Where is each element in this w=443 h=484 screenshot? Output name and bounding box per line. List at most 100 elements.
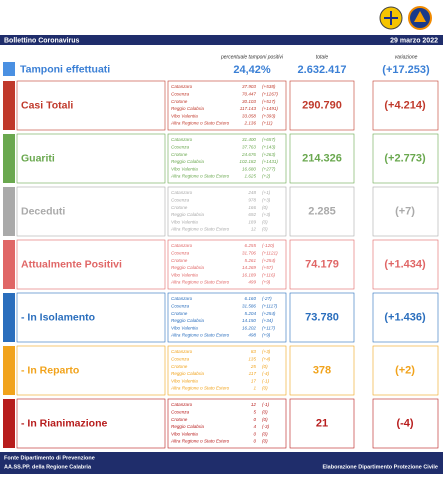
province-name: Vibo Valentia — [171, 378, 198, 383]
province-value: 1 — [253, 386, 256, 391]
province-value: 31.706 — [242, 251, 256, 256]
section-frame — [372, 133, 439, 184]
province-value: 978 — [248, 198, 256, 203]
province-value: 16.189 — [242, 272, 256, 277]
province-value: 0 — [253, 431, 256, 436]
province-name: Reggio Calabria — [171, 371, 204, 376]
section-frame — [167, 398, 287, 449]
tests-change: (+17.253) — [382, 64, 430, 76]
province-name: Altra Regione o Stato Estero — [170, 121, 230, 126]
province-value: 499 — [248, 280, 256, 285]
province-name: Vibo Valentia — [171, 219, 198, 224]
province-value: 16.680 — [242, 166, 256, 171]
logos — [379, 6, 432, 30]
section-frame — [167, 345, 287, 396]
section-total: 2.285 — [308, 205, 336, 217]
province-change: (0) — [262, 227, 268, 232]
province-value: 5.261 — [245, 258, 257, 263]
province-name: Crotone — [171, 205, 188, 210]
province-change: (+393) — [262, 113, 276, 118]
province-change: (0) — [262, 219, 268, 224]
province-value: 14.269 — [242, 265, 256, 270]
province-change: (+9) — [262, 280, 271, 285]
province-change: (+1121) — [262, 251, 278, 256]
province-name: Crotone — [171, 417, 188, 422]
province-value: 166 — [248, 205, 256, 210]
province-change: (0) — [262, 431, 268, 436]
province-change: (+1) — [262, 190, 271, 195]
province-name: Cosenza — [171, 410, 190, 415]
province-name: Vibo Valentia — [171, 431, 198, 436]
province-change: (+57) — [262, 265, 273, 270]
province-change: (+2) — [262, 174, 271, 179]
province-change: (-1) — [262, 402, 270, 407]
province-name: Altra Regione o Stato Estero — [170, 227, 230, 232]
province-name: Catanzaro — [171, 402, 193, 407]
province-value: 2.136 — [244, 121, 257, 126]
province-value: 6.160 — [245, 296, 257, 301]
section-marker — [3, 187, 15, 236]
province-name: Cosenza — [171, 145, 190, 150]
province-name: Cosenza — [171, 357, 190, 362]
province-name: Vibo Valentia — [171, 166, 198, 171]
section-total: 214.326 — [302, 152, 342, 164]
province-name: Catanzaro — [171, 296, 193, 301]
province-name: Reggio Calabria — [171, 265, 204, 270]
province-value: 12 — [251, 402, 257, 407]
section-marker — [3, 293, 15, 342]
province-change: (+1267) — [262, 92, 278, 97]
footer-credit: Elaborazione Dipartimento Protezione Civ… — [322, 464, 438, 470]
province-value: 248 — [247, 190, 256, 195]
province-name: Reggio Calabria — [171, 159, 204, 164]
col-percent: percentuale tamponi positivi — [220, 54, 284, 60]
section-frame — [372, 398, 439, 449]
province-value: 692 — [248, 212, 256, 217]
province-change: (-4) — [262, 371, 270, 376]
province-name: Reggio Calabria — [171, 212, 204, 217]
province-name: Altra Regione o Stato Estero — [170, 439, 230, 444]
province-value: 14.150 — [242, 318, 256, 323]
province-change: (+517) — [262, 99, 276, 104]
section-frame — [167, 239, 287, 290]
tests-total: 2.632.417 — [298, 64, 347, 76]
province-value: 17 — [251, 378, 257, 383]
section-frame — [289, 80, 355, 131]
province-value: 6.255 — [245, 243, 257, 248]
province-name: Reggio Calabria — [171, 424, 204, 429]
section-frame — [289, 292, 355, 343]
logo-triangle — [414, 11, 426, 22]
footer-source: Fonte Dipartimento di Prevenzione — [4, 455, 95, 461]
province-change: (+1117) — [262, 304, 278, 309]
section-label: Casi Totali — [21, 99, 73, 111]
province-name: Altra Regione o Stato Estero — [170, 174, 230, 179]
province-value: 31.400 — [242, 137, 256, 142]
province-value: 189 — [248, 219, 256, 224]
section-frame — [372, 186, 439, 237]
province-change: (+3) — [262, 349, 271, 354]
province-change: (+1491) — [262, 106, 278, 111]
province-change: (+263) — [262, 152, 276, 157]
section-total: 378 — [313, 364, 331, 376]
section-frame — [372, 345, 439, 396]
section-frame — [289, 398, 355, 449]
province-value: 4 — [253, 424, 256, 429]
header-date: 29 marzo 2022 — [390, 37, 438, 44]
section-total: 74.179 — [305, 258, 339, 270]
province-value: 30.103 — [242, 99, 256, 104]
section-marker — [3, 399, 15, 448]
province-name: Crotone — [171, 152, 188, 157]
province-value: 12 — [251, 227, 257, 232]
footer-source: AA.SS.PP. della Regione Calabria — [4, 464, 92, 470]
province-value: 117.143 — [240, 106, 257, 111]
province-change: (0) — [262, 439, 268, 444]
section-frame — [16, 292, 166, 343]
section-total: 73.780 — [305, 311, 339, 323]
section-label: - In Rianimazione — [21, 417, 108, 429]
province-name: Vibo Valentia — [171, 113, 198, 118]
province-change: (+4) — [262, 357, 271, 362]
section-change: (+2.773) — [384, 152, 426, 164]
section-frame — [16, 345, 166, 396]
section-change: (+2) — [395, 364, 415, 376]
province-name: Vibo Valentia — [171, 325, 198, 330]
